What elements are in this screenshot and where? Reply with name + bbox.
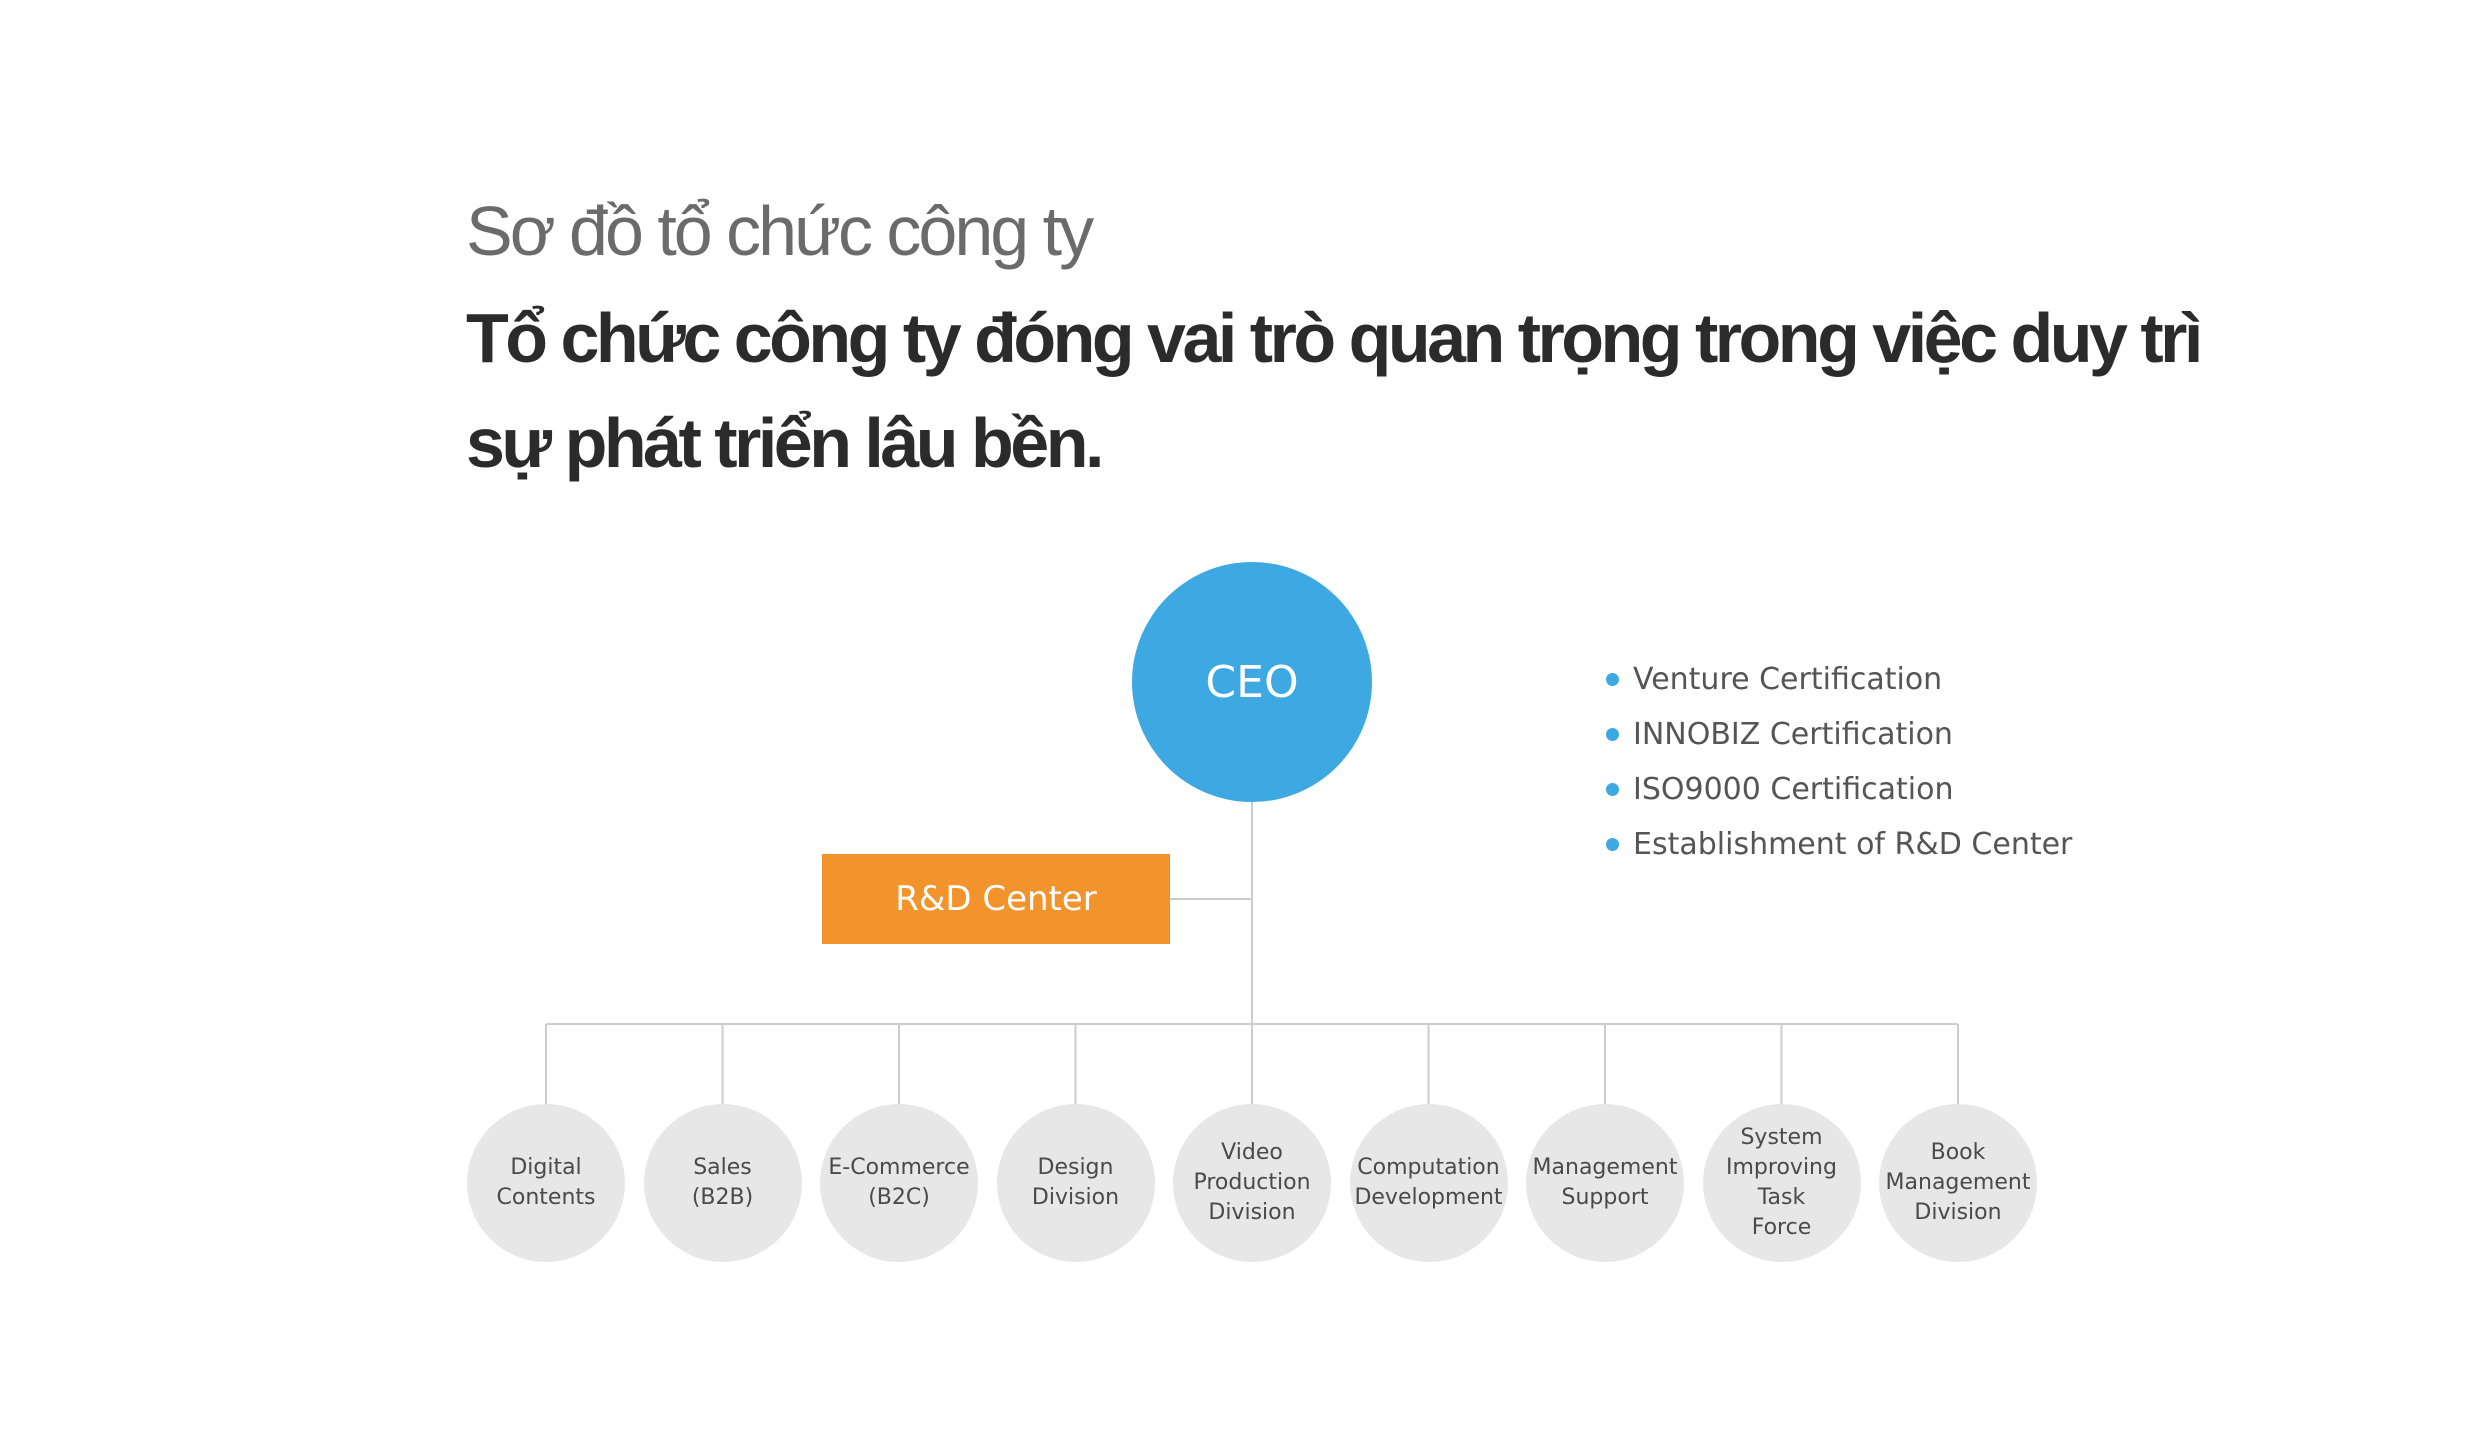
rd-center-node: R&D Center <box>822 854 1170 944</box>
certification-list: Venture Certification INNOBIZ Certificat… <box>1606 652 2072 872</box>
certification-item: INNOBIZ Certification <box>1606 707 2072 762</box>
department-video-production: Video Production Division <box>1173 1104 1331 1262</box>
department-digital-contents: Digital Contents <box>467 1104 625 1262</box>
ceo-node: CEO <box>1132 562 1372 802</box>
bullet-dot-icon <box>1606 728 1619 741</box>
certification-label: ISO9000 Certification <box>1633 772 1954 807</box>
certification-item: Establishment of R&D Center <box>1606 817 2072 872</box>
department-management-support: Management Support <box>1526 1104 1684 1262</box>
bullet-dot-icon <box>1606 673 1619 686</box>
department-sales-b2b: Sales (B2B) <box>643 1104 802 1262</box>
department-system-improving-task-force: System Improving Task Force <box>1702 1104 1861 1262</box>
section-headline: Tổ chức công ty đóng vai trò quan trọng … <box>466 299 2203 482</box>
certification-item: ISO9000 Certification <box>1606 762 2072 817</box>
certification-label: Establishment of R&D Center <box>1633 827 2073 862</box>
certification-label: Venture Certification <box>1633 662 1943 697</box>
department-design-division: Design Division <box>996 1104 1155 1262</box>
bullet-dot-icon <box>1606 783 1619 796</box>
department-book-management: Book Management Division <box>1879 1104 2037 1262</box>
certification-item: Venture Certification <box>1606 652 2072 707</box>
bullet-dot-icon <box>1606 838 1619 851</box>
certification-label: INNOBIZ Certification <box>1633 717 1953 752</box>
department-e-commerce-b2c: E-Commerce (B2C) <box>820 1104 978 1262</box>
section-subtitle: Sơ đồ tổ chức công ty <box>466 192 1094 270</box>
department-computation-development: Computation Development <box>1349 1104 1508 1262</box>
